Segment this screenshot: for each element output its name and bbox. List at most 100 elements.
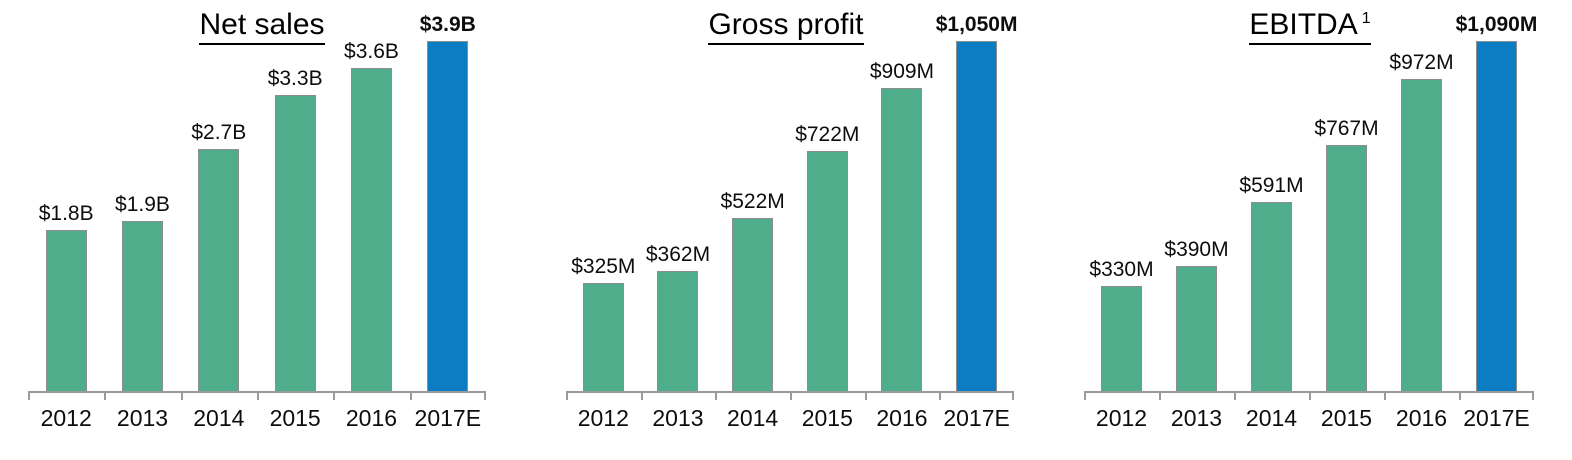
x-axis-label-2016: 2016 [1395, 405, 1448, 431]
bar-2013: $362M [646, 243, 710, 392]
bar-2014: $2.7B [191, 121, 246, 392]
axis-tick [1012, 391, 1014, 400]
x-axis-label-2016: 2016 [345, 405, 398, 431]
bar-slot: $3.6B [333, 0, 409, 392]
bar-group: $325M $362M $522M $722M $909M $1,050M [566, 0, 1017, 392]
bar-value-label: $390M [1164, 238, 1229, 261]
bar-slot: $1,090M [1456, 0, 1537, 392]
x-axis-label-2013: 2013 [116, 405, 169, 431]
x-axis-labels: 2012 2013 2014 2015 2016 2017E [1084, 403, 1534, 433]
bar-value-label: $1,050M [935, 13, 1018, 36]
bar-value-label: $522M [720, 190, 785, 213]
bar-value-label: $722M [795, 123, 860, 146]
bar-value-label: $362M [645, 243, 711, 266]
chart-panel-1: Net sales $1.8B $1.9B $2.7B $3.3B $3.6B $3.9B 2… [0, 0, 524, 460]
x-axis-label-2015: 2015 [1320, 405, 1373, 431]
bar-2013: $1.9B [115, 193, 170, 392]
axis-tick [640, 391, 643, 400]
x-axis-label-2012: 2012 [40, 405, 92, 431]
x-axis-label-2017E: 2017E [943, 405, 1010, 431]
axis-tick [104, 391, 107, 400]
chart-title: Gross profit [524, 8, 1048, 45]
bar-slot: $767M [1309, 0, 1384, 392]
axis-tick [939, 391, 942, 400]
bar-value-label: $2.7B [191, 121, 247, 144]
bar-slot: $362M [641, 0, 716, 392]
bar-slot: $972M [1384, 0, 1459, 392]
axis-tick [180, 391, 183, 400]
bar-group: $330M $390M $591M $767M $972M $1,090M [1084, 0, 1537, 392]
bar-value-label: $972M [1389, 51, 1454, 74]
bar-2016: $909M [870, 60, 934, 392]
bar-2012: $330M [1089, 258, 1154, 392]
bar-group: $1.8B $1.9B $2.7B $3.3B $3.6B $3.9B [28, 0, 486, 392]
x-axis-label-2014: 2014 [193, 405, 245, 431]
x-axis [566, 391, 1014, 401]
x-axis-label-2012: 2012 [1095, 405, 1148, 431]
axis-tick [790, 391, 792, 400]
bar-2015: $3.3B [268, 67, 323, 392]
bar-value-label: $3.3B [267, 67, 323, 90]
bar-value-label: $330M [1089, 258, 1154, 281]
bar-slot: $325M [566, 0, 641, 392]
bar-value-label: $3.9B [419, 13, 476, 36]
x-axis-label-2014: 2014 [727, 405, 779, 431]
bar-value-label: $1.8B [38, 202, 94, 225]
axis-tick [1084, 391, 1086, 400]
axis-tick [28, 391, 30, 400]
x-axis-label-2012: 2012 [577, 405, 629, 431]
bar-slot: $591M [1234, 0, 1309, 392]
x-axis-label-2013: 2013 [652, 405, 704, 431]
axis-tick [484, 391, 486, 400]
axis-tick [333, 391, 336, 400]
bar-value-label: $325M [571, 255, 636, 278]
bar-2017E: $1,050M [936, 13, 1017, 392]
chart-title: Net sales [0, 8, 524, 45]
bar-value-label: $1.9B [115, 193, 170, 216]
axis-tick [1532, 391, 1534, 400]
bar-slot: $390M [1159, 0, 1234, 392]
bar-2017E: $3.9B [420, 13, 476, 392]
plot-area: $330M $390M $591M $767M $972M $1,090M [1048, 0, 1572, 392]
axis-tick [715, 391, 718, 400]
x-axis-label-2017E: 2017E [414, 405, 482, 431]
axis-tick [1459, 391, 1461, 400]
x-axis-labels: 2012 2013 2014 2015 2016 2017E [28, 403, 486, 433]
bar-slot: $3.3B [257, 0, 333, 392]
x-axis-label-2017E: 2017E [1463, 405, 1530, 431]
bar-2014: $522M [721, 190, 785, 392]
bar-2013: $390M [1164, 238, 1229, 392]
chart-title: EBITDA 1 [1048, 8, 1572, 45]
x-axis-label-2015: 2015 [269, 405, 321, 431]
chart-title-text: Net sales [199, 8, 325, 45]
bar-slot: $3.9B [410, 0, 486, 392]
bar-slot: $330M [1084, 0, 1159, 392]
bar-2016: $3.6B [344, 40, 399, 392]
chart-panel-3: EBITDA 1 $330M $390M $591M $767M $972M $1,090M 2… [1048, 0, 1572, 460]
chart-panel-2: Gross profit $325M $362M $522M $722M $909M $1,… [524, 0, 1048, 460]
chart-title-footnote-marker: 1 [1361, 10, 1371, 27]
axis-tick [1234, 391, 1236, 400]
bar-2012: $325M [571, 255, 635, 392]
bar-slot: $1.9B [104, 0, 180, 392]
bar-slot: $1,050M [936, 0, 1017, 392]
bar-slot: $522M [715, 0, 790, 392]
x-axis [28, 391, 486, 401]
bar-2014: $591M [1239, 174, 1304, 392]
x-axis-label-2015: 2015 [801, 405, 853, 431]
bar-slot: $1.8B [28, 0, 104, 392]
x-axis-label-2016: 2016 [876, 405, 928, 431]
axis-tick [257, 391, 259, 400]
axis-tick [566, 391, 568, 400]
axis-tick [1384, 391, 1386, 400]
bar-value-label: $3.6B [344, 40, 399, 63]
bar-2016: $972M [1389, 51, 1454, 392]
bar-2012: $1.8B [39, 202, 94, 392]
bar-2015: $722M [795, 123, 859, 392]
bar-value-label: $909M [869, 60, 935, 83]
plot-area: $1.8B $1.9B $2.7B $3.3B $3.6B $3.9B [0, 0, 524, 392]
x-axis-label-2013: 2013 [1170, 405, 1223, 431]
axis-tick [409, 391, 412, 400]
bar-slot: $722M [790, 0, 865, 392]
